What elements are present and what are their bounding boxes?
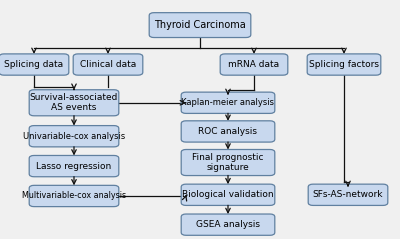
FancyBboxPatch shape <box>181 214 275 235</box>
Text: Thyroid Carcinoma: Thyroid Carcinoma <box>154 20 246 30</box>
FancyBboxPatch shape <box>181 92 275 114</box>
Text: Lasso regression: Lasso regression <box>36 162 112 171</box>
FancyBboxPatch shape <box>220 54 288 75</box>
Text: Univariable-cox analysis: Univariable-cox analysis <box>23 132 125 141</box>
Text: Final prognostic
signature: Final prognostic signature <box>192 153 264 172</box>
Text: GSEA analysis: GSEA analysis <box>196 220 260 229</box>
Text: mRNA data: mRNA data <box>228 60 280 69</box>
FancyBboxPatch shape <box>73 54 143 75</box>
FancyBboxPatch shape <box>307 54 381 75</box>
FancyBboxPatch shape <box>29 185 119 206</box>
FancyBboxPatch shape <box>181 150 275 175</box>
FancyBboxPatch shape <box>29 126 119 147</box>
FancyBboxPatch shape <box>308 184 388 206</box>
Text: Splicing data: Splicing data <box>4 60 64 69</box>
FancyBboxPatch shape <box>149 13 251 38</box>
FancyBboxPatch shape <box>0 54 69 75</box>
Text: Splicing factors: Splicing factors <box>309 60 379 69</box>
Text: Biological validation: Biological validation <box>182 190 274 199</box>
FancyBboxPatch shape <box>181 121 275 142</box>
FancyBboxPatch shape <box>29 156 119 177</box>
FancyBboxPatch shape <box>29 90 119 116</box>
Text: SFs-AS-network: SFs-AS-network <box>313 190 383 199</box>
Text: Survival-associated
AS events: Survival-associated AS events <box>30 93 118 113</box>
FancyBboxPatch shape <box>181 184 275 206</box>
Text: Clinical data: Clinical data <box>80 60 136 69</box>
Text: Kaplan-meier analysis: Kaplan-meier analysis <box>182 98 274 107</box>
Text: ROC analysis: ROC analysis <box>198 127 258 136</box>
Text: Multivariable-cox analysis: Multivariable-cox analysis <box>22 191 126 201</box>
